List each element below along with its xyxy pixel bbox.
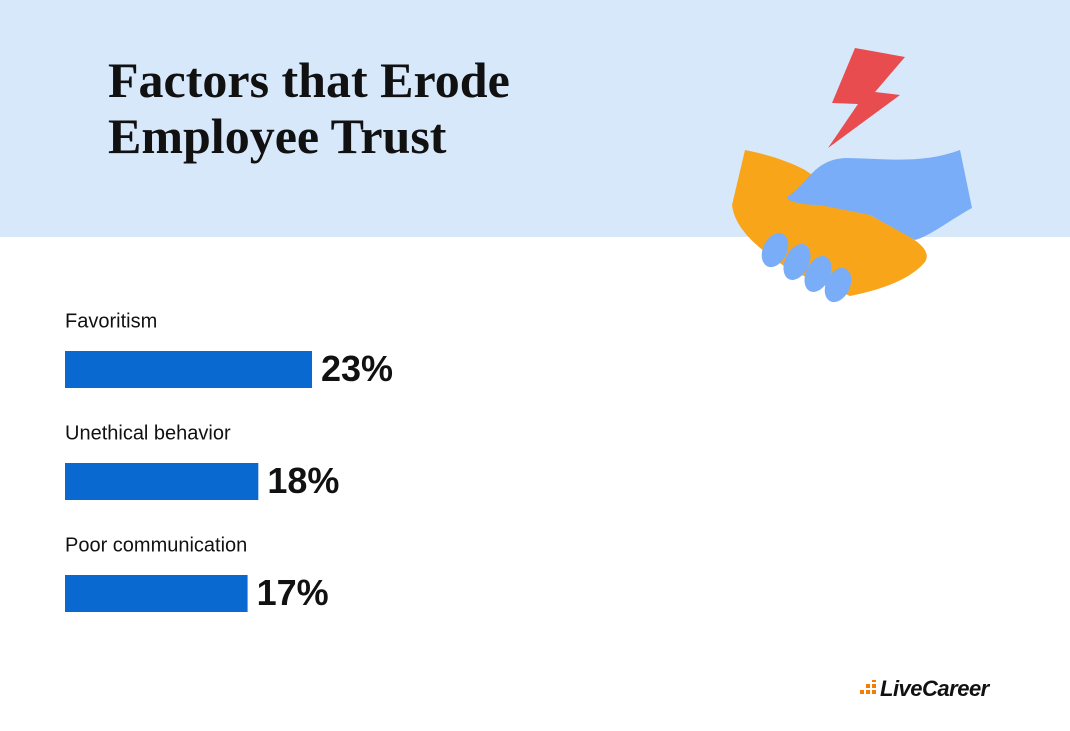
value-label: 17% bbox=[257, 572, 329, 613]
value-label: 23% bbox=[321, 348, 393, 389]
category-label: Unethical behavior bbox=[65, 422, 231, 444]
bar bbox=[65, 463, 259, 500]
logo-mark bbox=[860, 680, 876, 694]
bar bbox=[65, 575, 248, 612]
handshake-illustration bbox=[732, 48, 972, 303]
category-label: Poor communication bbox=[65, 534, 247, 556]
category-label: Favoritism bbox=[65, 310, 157, 332]
brand-logo: LiveCareer bbox=[880, 676, 989, 701]
value-label: 18% bbox=[267, 460, 339, 501]
bar bbox=[65, 351, 313, 388]
chart-title: Factors that Erode Employee Trust bbox=[108, 52, 510, 164]
